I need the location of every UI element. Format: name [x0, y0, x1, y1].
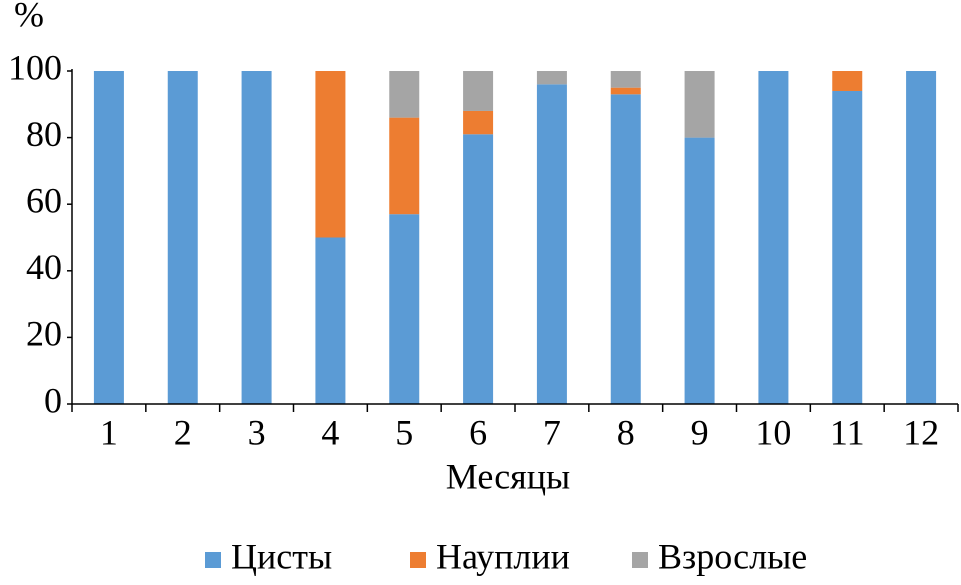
x-tick-label: 8: [617, 412, 635, 452]
x-tick-label: 2: [174, 412, 192, 452]
bar-segment: [389, 117, 420, 215]
bar-segment: [684, 71, 715, 138]
legend-swatch: [410, 552, 426, 568]
x-tick-label: 1: [100, 412, 118, 452]
bar-segment: [463, 71, 494, 111]
legend-swatch: [632, 552, 648, 568]
bar-segment: [389, 214, 420, 404]
y-tick-label: 40: [26, 247, 62, 287]
x-axis-label: Месяцы: [446, 456, 570, 496]
bar-segment: [536, 84, 567, 404]
bar-segment: [610, 87, 641, 95]
x-tick-label: 6: [469, 412, 487, 452]
legend-label: Цисты: [231, 536, 332, 576]
bar-segment: [684, 137, 715, 404]
bar-segment: [758, 71, 789, 404]
x-tick-label: 9: [691, 412, 709, 452]
bar-segment: [610, 94, 641, 404]
bar-segment: [463, 134, 494, 404]
chart-title: %: [14, 0, 44, 34]
bar-segment: [463, 110, 494, 135]
bar-segment: [610, 71, 641, 88]
bar-segment: [536, 71, 567, 85]
bar-segment: [93, 71, 124, 404]
bar-segment: [241, 71, 272, 404]
bar-segment: [315, 237, 346, 404]
bar-segment: [906, 71, 937, 404]
y-tick-label: 80: [26, 114, 62, 154]
bar-segment: [167, 71, 198, 404]
legend-label: Взрослые: [658, 536, 807, 576]
legend-swatch: [205, 552, 221, 568]
y-tick-label: 60: [26, 180, 62, 220]
x-tick-label: 3: [248, 412, 266, 452]
y-tick-label: 0: [44, 380, 62, 420]
bar-segment: [389, 71, 420, 118]
bar-segment: [315, 71, 346, 238]
x-tick-label: 5: [395, 412, 413, 452]
y-tick-label: 100: [8, 47, 62, 87]
x-tick-label: 12: [903, 412, 939, 452]
x-tick-label: 4: [321, 412, 339, 452]
x-tick-label: 7: [543, 412, 561, 452]
bar-segment: [832, 90, 863, 404]
x-tick-label: 11: [830, 412, 865, 452]
legend-label: Науплии: [436, 536, 570, 576]
bar-segment: [832, 71, 863, 91]
x-tick-label: 10: [755, 412, 791, 452]
y-tick-label: 20: [26, 314, 62, 354]
